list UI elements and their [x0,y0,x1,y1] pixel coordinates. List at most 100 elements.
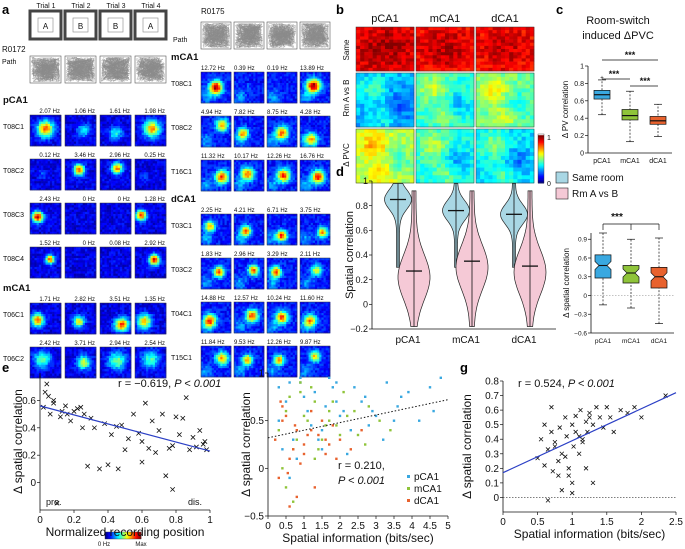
rate-map-left-pixel [30,371,33,374]
rate-map-left-pixel [150,262,154,266]
rate-map-left-pixel [157,375,160,379]
rate-map-left-pixel [78,216,81,219]
rate-map-left-pixel [32,143,35,147]
rate-map-right-pixel [228,83,232,86]
rate-map-left-pixel [89,161,92,164]
rate-map-left-pixel [49,322,53,326]
rate-map-left-pixel [80,275,84,279]
rate-map-left-pixel [122,258,125,261]
rate-map-left-pixel [146,183,149,186]
rate-map-left-pixel [58,347,62,350]
rate-map-left-pixel [93,247,97,250]
rate-colorbar-segment [139,532,141,539]
rate-map-left-pixel [119,119,123,122]
rate-map-left-pixel [102,121,105,125]
rate-map-left-pixel [73,307,77,310]
rate-map-left-pixel [54,360,57,363]
rate-map-left-pixel [43,305,46,308]
rate-map-left-pixel [154,117,158,120]
rate-map-left-pixel [161,222,165,226]
rate-map-left-pixel [30,220,33,224]
rate-map-left-pixel [36,360,40,363]
rate-map-left-pixel [71,262,75,266]
rate-map-left-pixel [91,253,95,257]
rate-map-left-pixel [45,216,49,219]
rate-map-left-pixel [41,185,44,189]
rate-map-left-pixel [119,170,123,173]
rate-map-left-pixel [100,181,103,184]
rate-map-left-pixel [91,305,95,308]
rate-map-left-pixel [126,167,130,171]
rate-map-left-pixel [43,132,46,136]
rate-map-left-pixel [161,266,165,270]
rate-map-left-pixel [45,258,49,261]
rate-map-left-pixel [43,322,46,326]
rate-map-left [29,346,62,379]
rate-map-left-pixel [100,305,103,308]
rate-map-left-pixel [146,266,149,270]
rate-map-left-pixel [124,203,127,206]
rate-map-left-pixel [100,126,103,129]
rate-map-left-pixel [41,269,44,272]
rate-map-left-pixel [87,174,90,178]
rate-map-left-pixel [111,163,114,166]
rate-map-left-pixel [135,262,138,266]
rate-map-left-pixel [47,211,51,215]
rate-map-left-pixel [163,371,167,374]
rate-map-left-pixel [89,176,92,180]
rate-map-left-pixel [141,369,145,372]
rate-map-left-pixel [157,185,160,189]
rate-map-left-pixel [80,119,84,122]
rate-map-left-pixel [122,126,125,129]
rate-map-left-pixel [106,137,110,140]
rate-map-left-pixel [100,183,103,186]
rate-map-left-pixel [122,331,125,335]
rate-map-left-pixel [152,225,156,228]
rate-map-left-pixel [139,325,142,328]
rate-map-left-pixel [122,134,125,138]
trial-title: Trial 3 [106,3,125,10]
rate-map-left-pixel [30,132,33,136]
rate-map-left-pixel [161,271,165,274]
rate-map-left-pixel [143,362,147,366]
rate-map-left-pixel [141,123,145,127]
rate-map-left-pixel [69,358,72,361]
rate-map-left-pixel [157,262,160,266]
rate-map-left-pixel [100,185,103,189]
rate-map-left-pixel [159,362,162,366]
rate-map-left-pixel [43,121,46,125]
rate-map-left-pixel [100,225,103,228]
rate-map-left-pixel [115,327,119,330]
rate-map-left-pixel [34,123,37,127]
rate-map-left-pixel [52,371,55,374]
rate-map-left-pixel [150,139,154,142]
rate-map-left-pixel [119,255,123,259]
rate-map-left-pixel [102,351,105,354]
rate-map-left-pixel [157,316,160,319]
rate-map-left-pixel [111,187,114,191]
rate-map-left-pixel [36,375,40,379]
rate-map-left-pixel [56,320,60,324]
rate-map-left-pixel [115,137,119,140]
rate-map-left-pixel [104,220,107,224]
rate-map-left-pixel [122,320,125,324]
rate-map-left-pixel [113,303,116,306]
rate-map-left-pixel [73,266,77,270]
rate-map-left-pixel [159,253,162,257]
rate-map-left-pixel [87,329,90,333]
trial-room-card [72,17,89,33]
rate-map-left-pixel [115,355,119,359]
rate-map-left-pixel [52,132,55,136]
rate-map-left-pixel [154,325,158,328]
rate-map-left-pixel [152,174,156,178]
rate-map-left-pixel [80,159,84,162]
rate-map-left-pixel [47,373,51,377]
rate-map-left-pixel [73,227,77,230]
rate-map-left-pixel [71,253,75,257]
rate-map-left-pixel [41,327,44,330]
rate-map-left-pixel [82,134,86,138]
rate-map-left-pixel [36,260,40,263]
rate-map-left-pixel [71,305,75,308]
rate-map-left-pixel [148,121,151,125]
rate-map-left-pixel [119,181,123,184]
